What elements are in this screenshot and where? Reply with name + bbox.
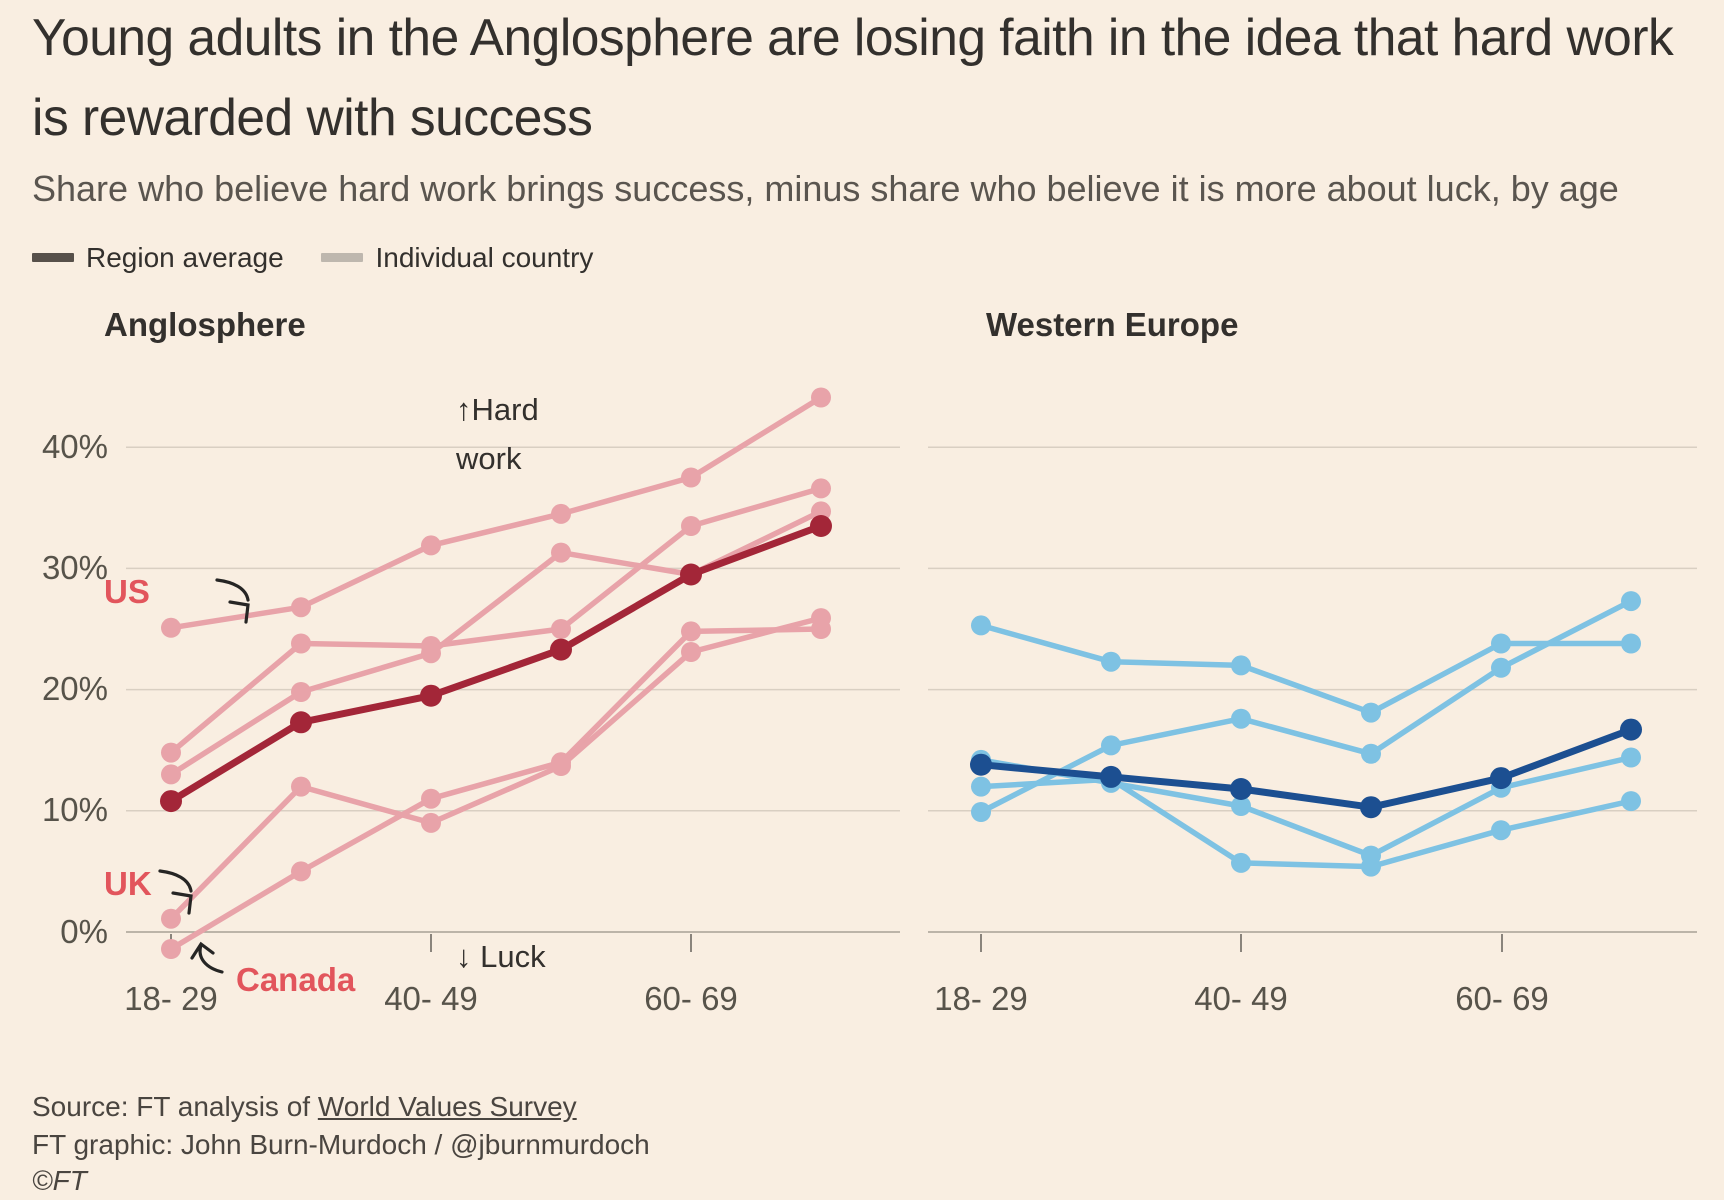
svg-text:18- 29: 18- 29 — [124, 980, 218, 1017]
svg-text:60- 69: 60- 69 — [1455, 980, 1549, 1017]
svg-text:work: work — [455, 441, 522, 476]
svg-text:40- 49: 40- 49 — [384, 980, 478, 1017]
svg-text:Canada: Canada — [236, 961, 356, 998]
svg-text:20%: 20% — [42, 670, 108, 707]
svg-text:US: US — [104, 573, 150, 610]
svg-text:40%: 40% — [42, 428, 108, 465]
svg-text:↓ Luck: ↓ Luck — [456, 939, 546, 974]
svg-text:40- 49: 40- 49 — [1194, 980, 1288, 1017]
svg-text:0%: 0% — [60, 913, 108, 950]
svg-text:60- 69: 60- 69 — [644, 980, 738, 1017]
svg-text:UK: UK — [104, 865, 152, 902]
svg-text:18- 29: 18- 29 — [934, 980, 1028, 1017]
svg-text:10%: 10% — [42, 791, 108, 828]
svg-text:↑Hard: ↑Hard — [456, 392, 539, 427]
svg-text:30%: 30% — [42, 549, 108, 586]
